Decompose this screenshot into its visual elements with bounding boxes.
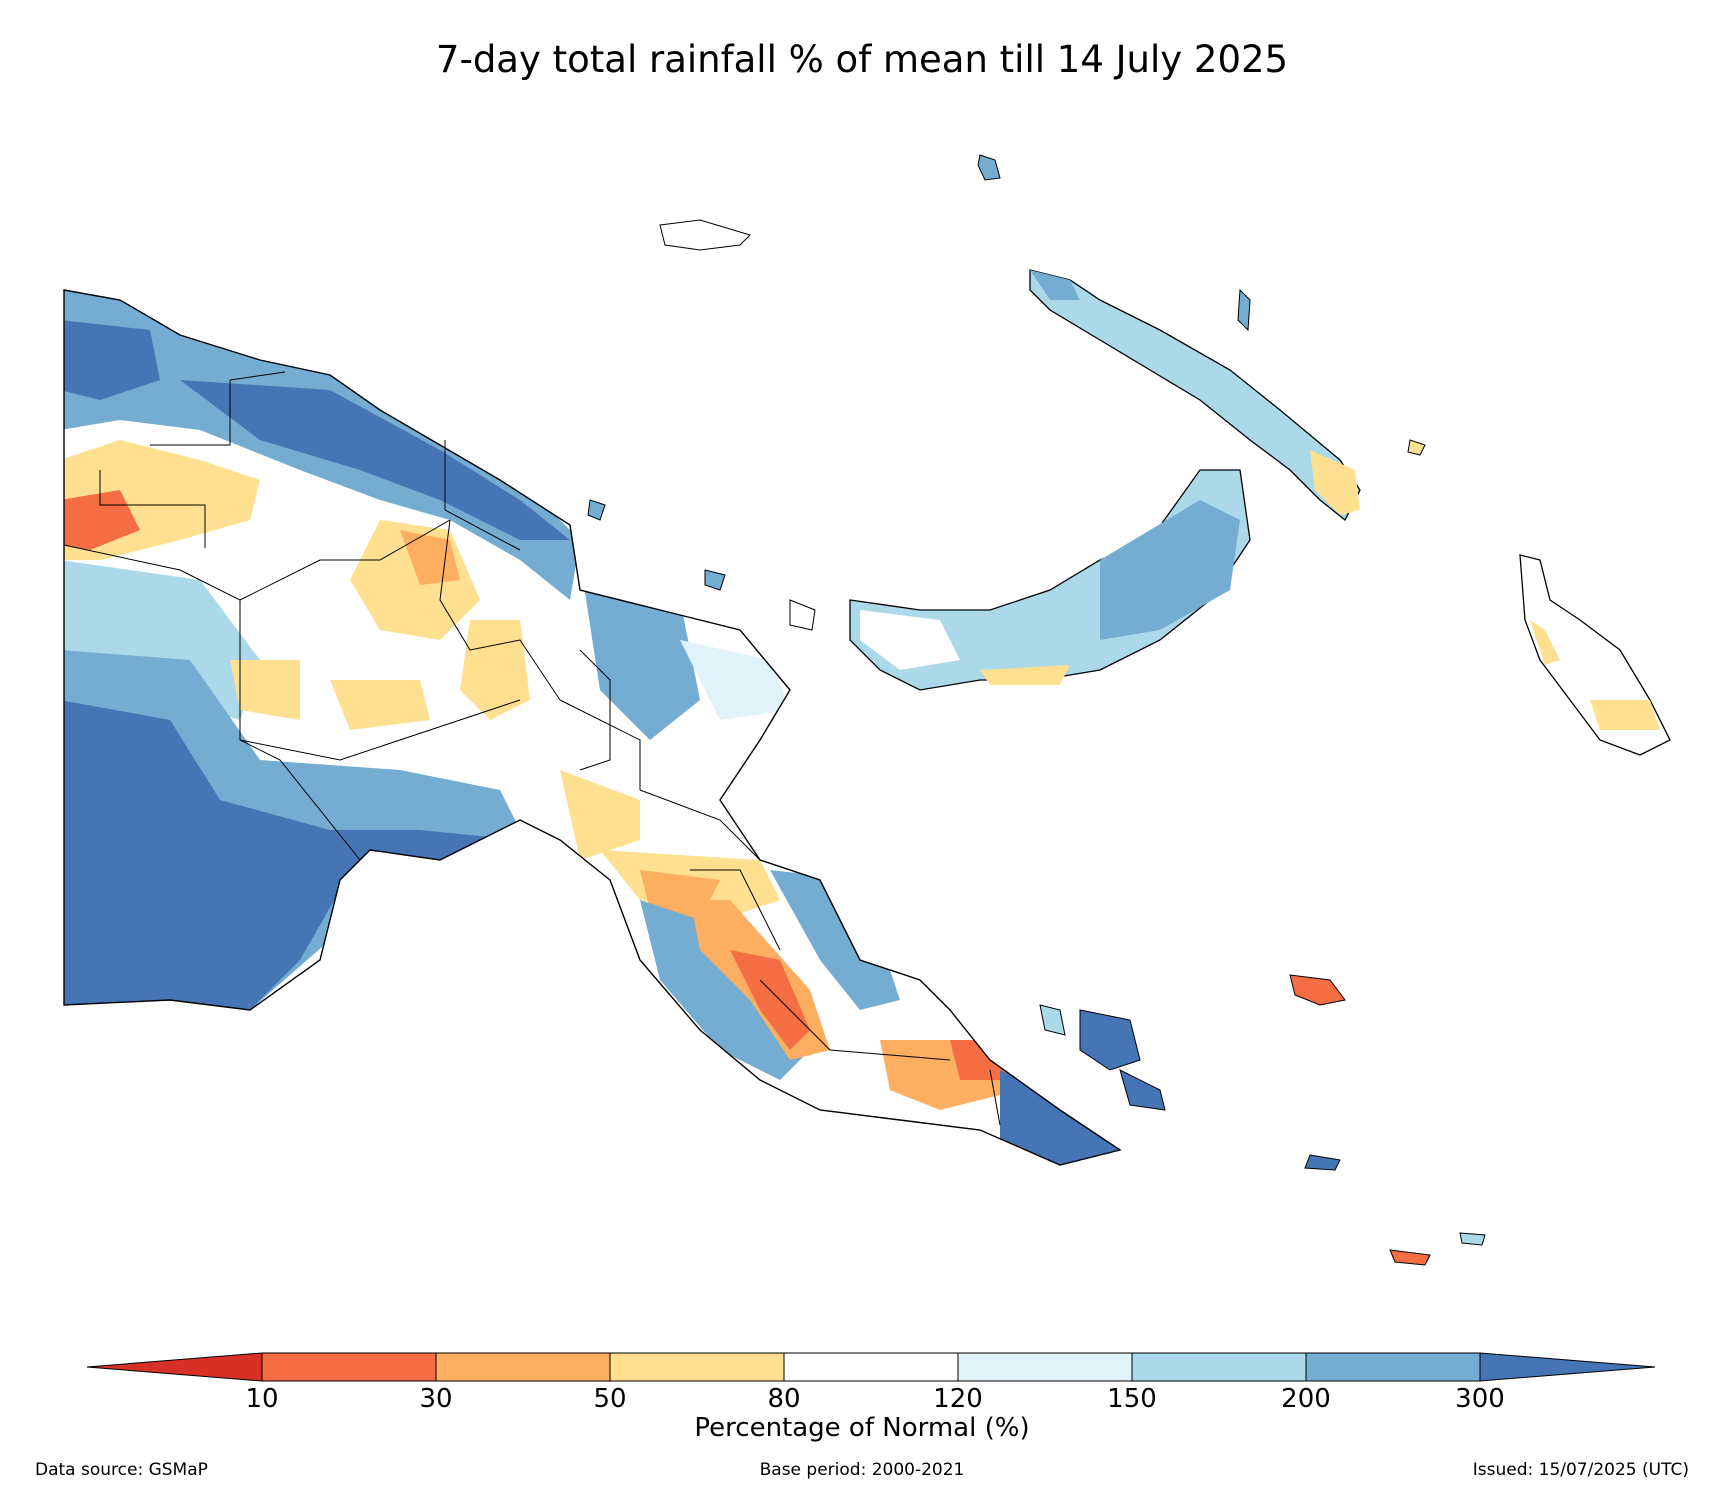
colorbar-tick-label: 150 — [1107, 1384, 1157, 1414]
data-source: Data source: GSMaP — [35, 1460, 208, 1480]
new-ireland-island — [1029, 269, 1361, 522]
map-title: 7-day total rainfall % of mean till 14 J… — [435, 38, 1289, 81]
colorbar-tick-label: 50 — [593, 1384, 627, 1414]
mainland-outline — [63, 289, 1122, 1166]
base-period: Base period: 2000-2021 — [759, 1460, 965, 1480]
colorbar-tick-label: 120 — [933, 1384, 983, 1414]
colorbar-tick-label: 80 — [767, 1384, 801, 1414]
small-islands — [587, 154, 1486, 1266]
colorbar-tick-label: 30 — [419, 1384, 453, 1414]
colorbar — [86, 1352, 1656, 1382]
province-boundaries — [63, 371, 1001, 1126]
issued-date: Issued: 15/07/2025 (UTC) — [1472, 1460, 1689, 1480]
colorbar-tick-label: 300 — [1455, 1384, 1505, 1414]
colorbar-tick-label: 200 — [1281, 1384, 1331, 1414]
new-britain-island — [849, 469, 1251, 691]
colorbar-tick-label: 10 — [245, 1384, 279, 1414]
colorbar-label: Percentage of Normal (%) — [694, 1413, 1030, 1443]
bougainville-island — [1519, 554, 1671, 756]
